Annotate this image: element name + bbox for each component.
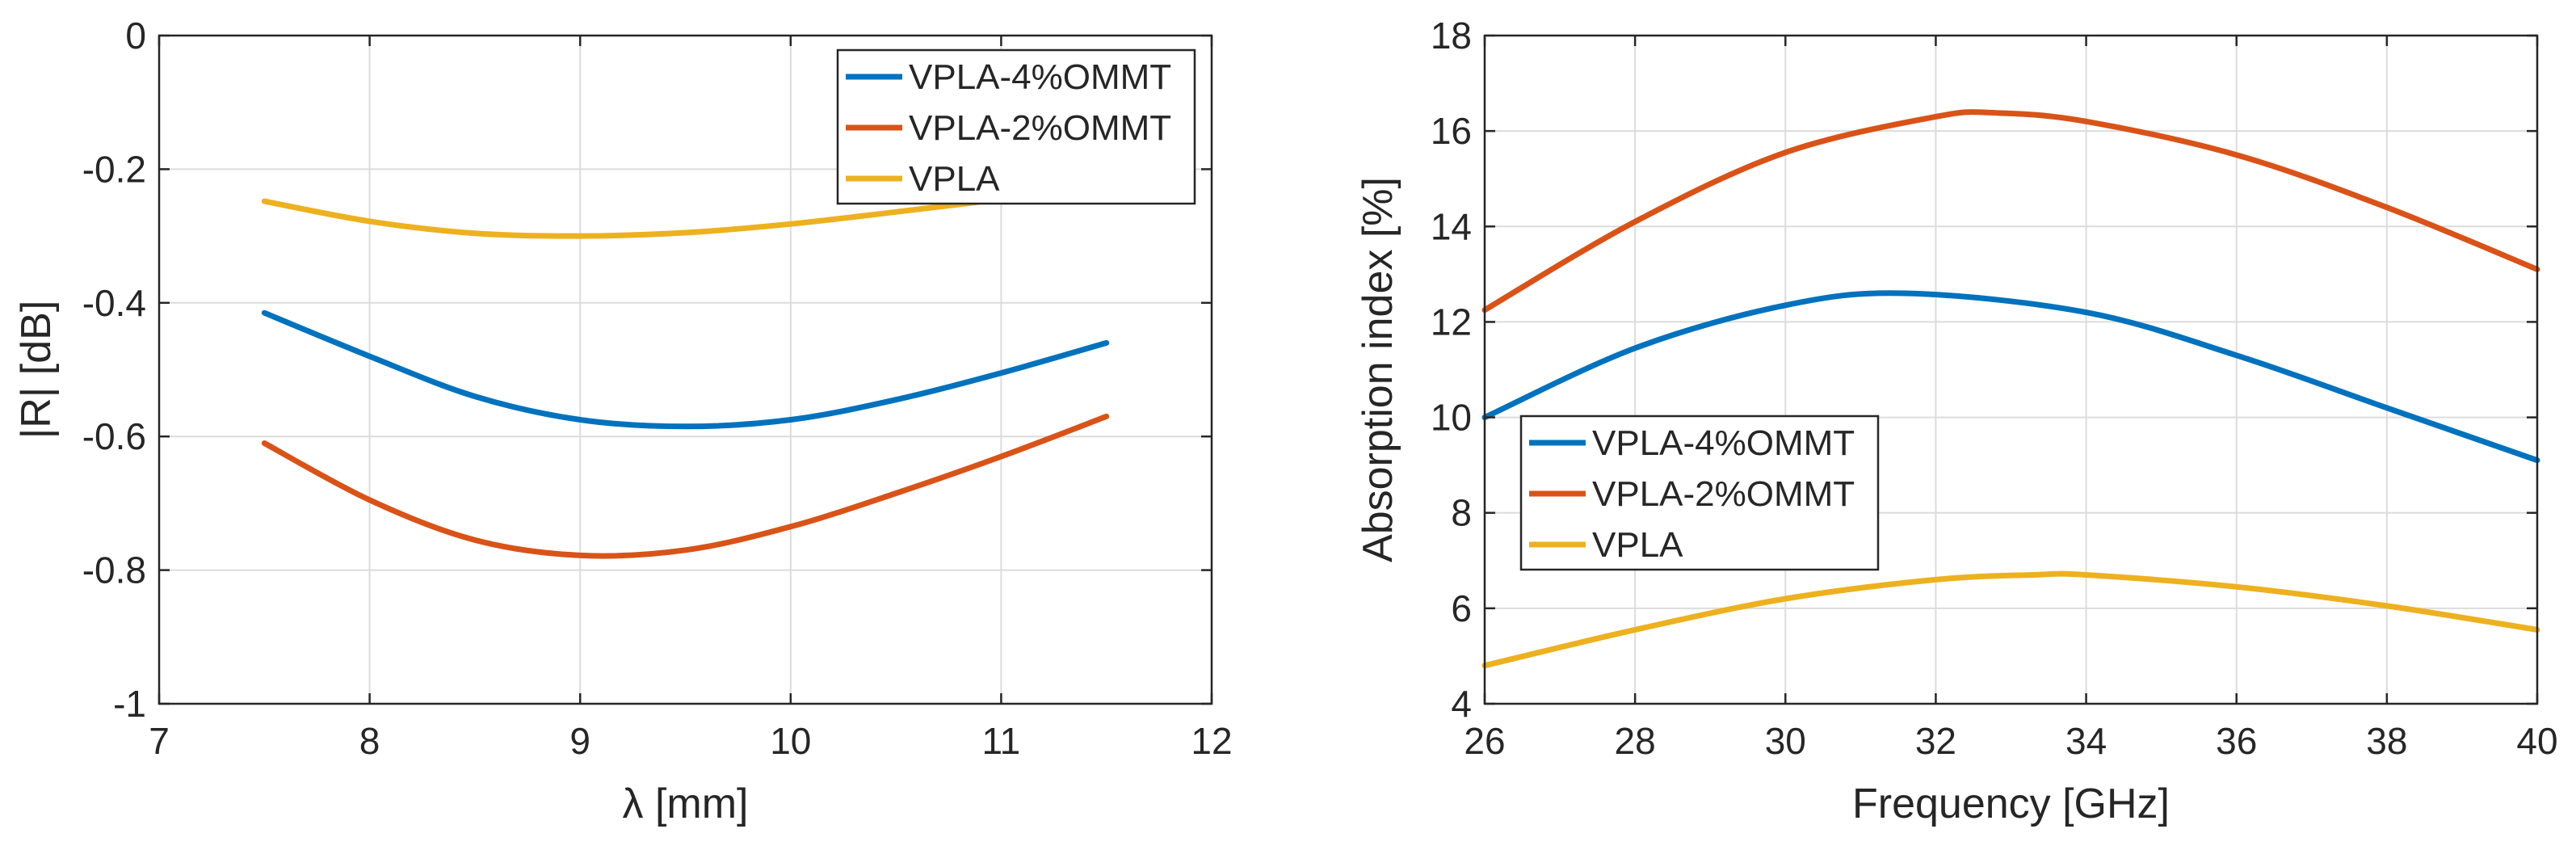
x-tick-label: 30 xyxy=(1765,720,1806,762)
x-axis-label: Frequency [GHz] xyxy=(1852,781,2170,827)
legend-entry: VPLA-2%OMMT xyxy=(1592,474,1855,514)
y-axis-label: |R| [dB] xyxy=(13,301,60,440)
y-tick-label: -0.2 xyxy=(82,148,146,190)
series-line-vpla-4-ommt xyxy=(261,309,1110,430)
y-tick-label: 18 xyxy=(1431,15,1472,57)
y-tick-label: -0.8 xyxy=(82,549,146,591)
series-line-vpla-4-ommt xyxy=(1481,290,2540,464)
x-tick-label: 12 xyxy=(1191,720,1232,762)
y-tick-label: 10 xyxy=(1431,397,1472,439)
y-tick-label: 6 xyxy=(1451,587,1472,629)
x-tick-label: 7 xyxy=(149,720,170,762)
x-tick-label: 28 xyxy=(1615,720,1656,762)
y-tick-label: 14 xyxy=(1431,205,1472,247)
axes-frame xyxy=(1483,34,2539,705)
x-tick-label: 36 xyxy=(2216,720,2257,762)
legend-entry: VPLA-2%OMMT xyxy=(909,108,1171,148)
y-tick-label: 8 xyxy=(1451,492,1472,534)
x-tick-label: 26 xyxy=(1464,720,1505,762)
legend-entry: VPLA-4%OMMT xyxy=(909,57,1171,97)
legend-entry: VPLA xyxy=(1592,525,1683,565)
legend: VPLA-4%OMMT VPLA-2%OMMT VPLA xyxy=(836,48,1196,205)
y-tick-label: -0.6 xyxy=(82,415,146,457)
legend-entry: VPLA-4%OMMT xyxy=(1592,423,1855,463)
absorption-chart: 26 28 30 32 34 36 38 40 4 6 8 10 12 14 16 18 Frequency [… xyxy=(1355,15,2558,827)
axes-frame xyxy=(158,34,1213,705)
plot-area xyxy=(1485,36,2537,704)
x-axis-label: λ [mm] xyxy=(623,781,749,827)
legend-entry: VPLA xyxy=(909,159,1000,199)
series-line-vpla-2-ommt xyxy=(261,413,1110,559)
x-tick-label: 38 xyxy=(2366,720,2407,762)
reflection-chart: 7 8 9 10 11 12 -1 -0.8 -0.6 -0.4 -0.2 0 λ [mm] |R| [d… xyxy=(13,15,1233,827)
series-line-vpla xyxy=(1481,570,2540,669)
y-tick-label: -1 xyxy=(113,683,146,725)
series-line-vpla-2-ommt xyxy=(1481,109,2540,313)
x-tick-label: 9 xyxy=(569,720,590,762)
y-tick-label: 16 xyxy=(1431,110,1472,152)
y-tick-label: -0.4 xyxy=(82,282,146,324)
y-axis-label: Absorption index [%] xyxy=(1355,177,1401,562)
y-tick-label: 0 xyxy=(125,15,146,57)
y-tick-label: 4 xyxy=(1451,683,1472,725)
x-tick-label: 8 xyxy=(359,720,380,762)
x-tick-label: 11 xyxy=(982,720,1021,762)
x-tick-label: 40 xyxy=(2516,720,2557,762)
x-tick-label: 34 xyxy=(2065,720,2107,762)
x-tick-label: 10 xyxy=(770,720,811,762)
x-tick-label: 32 xyxy=(1915,720,1956,762)
y-tick-label: 12 xyxy=(1431,301,1472,343)
legend: VPLA-4%OMMT VPLA-2%OMMT VPLA xyxy=(1519,414,1880,571)
